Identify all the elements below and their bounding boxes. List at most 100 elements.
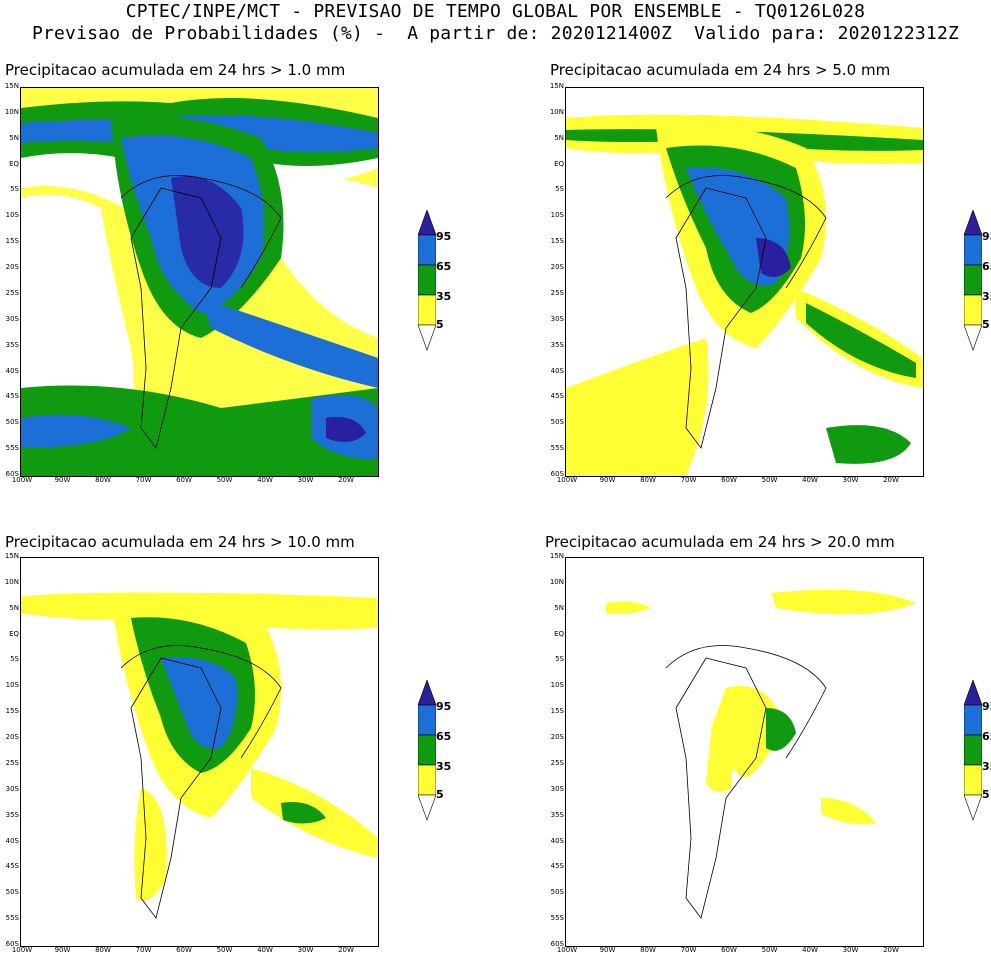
- lat-tick-label: 45S: [5, 862, 19, 871]
- lat-tick-label: 10S: [5, 211, 19, 220]
- lat-tick-label: 60S: [5, 940, 19, 948]
- lat-tick-label: 10S: [550, 211, 564, 220]
- panel-1-contours: [21, 88, 378, 476]
- lon-tick-label: 20W: [338, 476, 354, 484]
- colorbar-label-95: 95: [436, 230, 452, 243]
- colorbar-label-35: 35: [436, 760, 452, 773]
- lat-tick-label: 40S: [550, 366, 564, 375]
- lat-tick-label: 10S: [5, 681, 19, 690]
- lat-tick-label: 50S: [550, 888, 564, 897]
- lon-tick-label: 70W: [135, 946, 152, 954]
- lat-tick-label: EQ: [554, 159, 564, 168]
- lat-tick-label: 10N: [549, 577, 564, 586]
- header-line-2: Previsao de Probabilidades (%) - A parti…: [31, 23, 960, 44]
- panel-1-map: [20, 87, 379, 477]
- lat-tick-label: 45S: [550, 392, 564, 401]
- colorbar-3: 95 65 35 5: [417, 679, 478, 830]
- lat-tick-label: 10N: [549, 107, 564, 116]
- lon-tick-label: 20W: [338, 946, 354, 954]
- lat-tick-label: 40S: [550, 836, 564, 845]
- lon-tick-label: 40W: [802, 946, 818, 954]
- lat-tick-label: EQ: [554, 629, 564, 638]
- lon-tick-label: 30W: [297, 946, 314, 954]
- lat-tick-label: 20S: [550, 263, 564, 272]
- panel-3-title: Precipitacao acumulada em 24 hrs > 10.0 …: [5, 533, 355, 551]
- panel-4-title: Precipitacao acumulada em 24 hrs > 20.0 …: [545, 533, 895, 551]
- lat-tick-label: 5S: [10, 655, 19, 664]
- lon-tick-label: 40W: [257, 476, 273, 484]
- lat-tick-label: 40S: [5, 366, 19, 375]
- colorbar-label-65: 65: [982, 730, 991, 743]
- lon-tick-label: 100W: [556, 476, 578, 484]
- lat-tick-label: 55S: [550, 444, 564, 453]
- lon-tick-label: 60W: [176, 476, 192, 484]
- lat-tick-label: 25S: [550, 758, 564, 767]
- panel-3-map: [20, 557, 379, 947]
- lat-tick-label: 15S: [5, 707, 19, 716]
- colorbar-1: 95 65 35 5: [417, 209, 478, 360]
- colorbar-label-95: 95: [982, 700, 991, 713]
- lat-tick-label: 60S: [5, 470, 19, 478]
- lat-tick-label: 5N: [9, 133, 19, 142]
- panel-4-map: [565, 557, 924, 947]
- lon-tick-label: 60W: [176, 946, 192, 954]
- colorbar-label-65: 65: [436, 260, 452, 273]
- colorbar-label-5: 5: [982, 788, 990, 801]
- lat-tick-label: 30S: [550, 314, 564, 323]
- lon-tick-label: 30W: [842, 476, 859, 484]
- lat-tick-label: 5S: [555, 185, 564, 194]
- lon-tick-label: 100W: [556, 946, 578, 954]
- lat-tick-label: 15S: [550, 237, 564, 246]
- panel-3-contours: [21, 558, 378, 946]
- lon-tick-label: 90W: [599, 476, 616, 484]
- lat-tick-label: 55S: [5, 914, 19, 923]
- lon-tick-label: 70W: [135, 476, 152, 484]
- lat-tick-label: 30S: [5, 314, 19, 323]
- lon-tick-label: 90W: [54, 946, 71, 954]
- colorbar-4: 95 65 35 5: [963, 679, 991, 830]
- lat-tick-label: 5S: [10, 185, 19, 194]
- colorbar-label-95: 95: [982, 230, 991, 243]
- colorbar-2: 95 65 35 5: [963, 209, 991, 360]
- lat-tick-label: 55S: [5, 444, 19, 453]
- lat-tick-label: 20S: [5, 733, 19, 742]
- lon-tick-label: 60W: [721, 476, 737, 484]
- lat-tick-label: 10N: [4, 577, 19, 586]
- lat-tick-label: EQ: [9, 159, 19, 168]
- lon-tick-label: 40W: [257, 946, 273, 954]
- colorbar-label-35: 35: [982, 290, 991, 303]
- lon-tick-label: 80W: [95, 476, 111, 484]
- lon-tick-label: 80W: [640, 946, 656, 954]
- lon-tick-label: 90W: [54, 476, 71, 484]
- colorbar-label-5: 5: [436, 788, 444, 801]
- lat-tick-label: 35S: [550, 810, 564, 819]
- lat-tick-label: 25S: [5, 758, 19, 767]
- lat-tick-label: 30S: [550, 784, 564, 793]
- lat-tick-label: 35S: [5, 810, 19, 819]
- lat-tick-label: 20S: [550, 733, 564, 742]
- colorbar-label-35: 35: [982, 760, 991, 773]
- lat-tick-label: 15S: [5, 237, 19, 246]
- lat-tick-label: 20S: [5, 263, 19, 272]
- colorbar-label-5: 5: [436, 318, 444, 331]
- lon-tick-label: 70W: [680, 946, 697, 954]
- lat-tick-label: EQ: [9, 629, 19, 638]
- lat-tick-label: 60S: [550, 470, 564, 478]
- lon-tick-label: 90W: [599, 946, 616, 954]
- colorbar-label-35: 35: [436, 290, 452, 303]
- lon-tick-label: 20W: [883, 476, 899, 484]
- panel-1-title: Precipitacao acumulada em 24 hrs > 1.0 m…: [5, 61, 346, 79]
- lon-tick-label: 70W: [680, 476, 697, 484]
- lat-tick-label: 50S: [5, 888, 19, 897]
- lat-tick-label: 50S: [5, 418, 19, 427]
- lat-tick-label: 5S: [555, 655, 564, 664]
- lat-tick-label: 10N: [4, 107, 19, 116]
- panel-4-contours: [566, 558, 923, 946]
- header-line-1: CPTEC/INPE/MCT - PREVISAO DE TEMPO GLOBA…: [125, 1, 866, 22]
- panel-2-title: Precipitacao acumulada em 24 hrs > 5.0 m…: [550, 61, 891, 79]
- lon-tick-label: 30W: [297, 476, 314, 484]
- lat-tick-label: 40S: [5, 836, 19, 845]
- lat-tick-label: 35S: [5, 340, 19, 349]
- lon-tick-label: 50W: [761, 476, 778, 484]
- lat-tick-label: 5N: [554, 603, 564, 612]
